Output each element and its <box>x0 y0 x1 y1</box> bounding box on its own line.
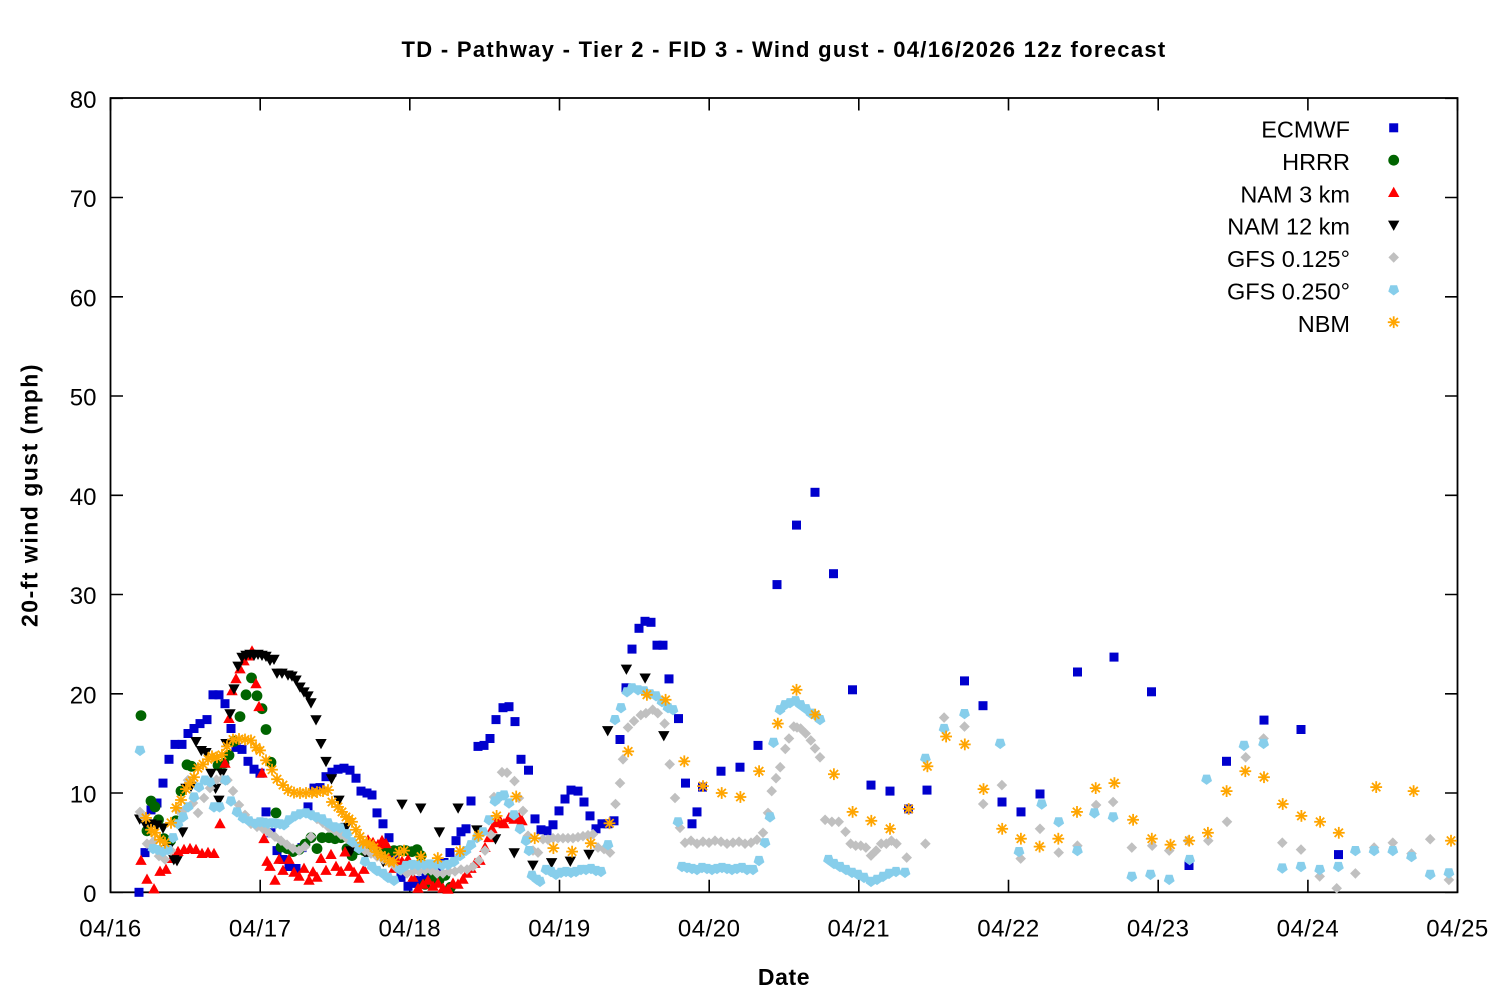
svg-text:0: 0 <box>83 881 96 908</box>
svg-text:GFS 0.250°: GFS 0.250° <box>1227 279 1350 305</box>
svg-text:ECMWF: ECMWF <box>1261 117 1350 143</box>
svg-text:GFS 0.125°: GFS 0.125° <box>1227 246 1350 272</box>
svg-text:HRRR: HRRR <box>1282 149 1350 175</box>
svg-text:04/18: 04/18 <box>379 916 442 943</box>
svg-text:04/23: 04/23 <box>1127 916 1190 943</box>
svg-text:20: 20 <box>70 682 97 709</box>
svg-text:Date: Date <box>758 964 810 990</box>
svg-text:04/22: 04/22 <box>977 916 1040 943</box>
svg-text:04/21: 04/21 <box>828 916 891 943</box>
svg-text:40: 40 <box>70 484 97 511</box>
svg-text:30: 30 <box>70 583 97 610</box>
svg-text:04/20: 04/20 <box>678 916 741 943</box>
svg-text:50: 50 <box>70 385 97 412</box>
svg-text:NAM 12 km: NAM 12 km <box>1227 214 1350 240</box>
svg-text:04/19: 04/19 <box>528 916 591 943</box>
svg-text:NBM: NBM <box>1298 311 1350 337</box>
svg-text:NAM 3 km: NAM 3 km <box>1240 181 1350 207</box>
svg-text:10: 10 <box>70 782 97 809</box>
svg-text:04/17: 04/17 <box>229 916 292 943</box>
svg-text:04/25: 04/25 <box>1426 916 1489 943</box>
svg-text:TD - Pathway - Tier 2 - FID 3: TD - Pathway - Tier 2 - FID 3 - Wind gus… <box>401 37 1166 62</box>
svg-text:20-ft wind gust (mph): 20-ft wind gust (mph) <box>17 363 43 627</box>
svg-text:60: 60 <box>70 285 97 312</box>
svg-text:70: 70 <box>70 186 97 213</box>
svg-text:80: 80 <box>70 87 97 114</box>
svg-text:04/16: 04/16 <box>79 916 142 943</box>
svg-text:04/24: 04/24 <box>1277 916 1340 943</box>
